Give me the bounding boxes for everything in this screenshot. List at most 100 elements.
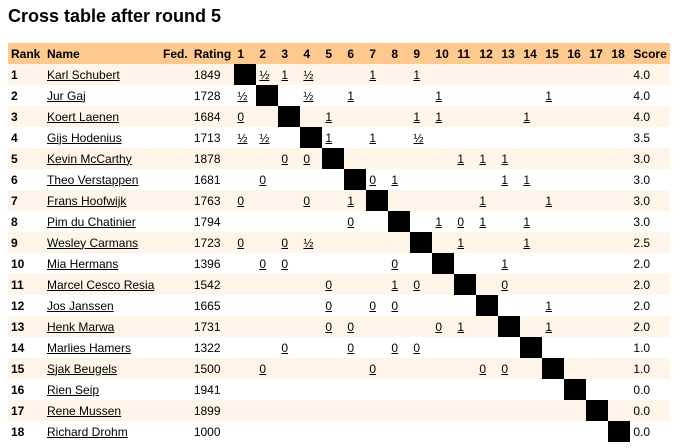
result-link[interactable]: 0 [347, 214, 355, 229]
result-link[interactable]: 0 [413, 340, 421, 355]
result-link[interactable]: ½ [303, 235, 314, 250]
result-link[interactable]: 0 [501, 361, 509, 376]
result-link[interactable]: 0 [237, 109, 245, 124]
result-link[interactable]: 0 [259, 172, 267, 187]
result-link[interactable]: 1 [523, 235, 531, 250]
result-link[interactable]: 0 [435, 319, 443, 334]
result-cell: 1 [366, 127, 389, 148]
column-header: 7 [366, 43, 389, 64]
result-link[interactable]: 0 [347, 340, 355, 355]
result-link[interactable]: 0 [457, 214, 465, 229]
result-link[interactable]: 1 [347, 88, 355, 103]
result-link[interactable]: 0 [303, 151, 311, 166]
result-link[interactable]: 0 [281, 340, 289, 355]
player-link[interactable]: Theo Verstappen [47, 172, 139, 187]
result-link[interactable]: ½ [259, 130, 270, 145]
result-link[interactable]: 0 [259, 361, 267, 376]
result-link[interactable]: 0 [501, 277, 509, 292]
result-link[interactable]: 1 [479, 193, 487, 208]
player-link[interactable]: Richard Drohm [47, 424, 128, 439]
result-cell [476, 232, 499, 253]
result-cell [256, 295, 279, 316]
result-link[interactable]: 1 [347, 193, 355, 208]
player-link[interactable]: Jur Gaj [47, 88, 86, 103]
player-link[interactable]: Marlies Hamers [47, 340, 132, 355]
result-link[interactable]: 1 [391, 172, 399, 187]
result-link[interactable]: ½ [303, 88, 314, 103]
result-link[interactable]: 1 [435, 109, 443, 124]
player-link[interactable]: Marcel Cesco Resia [47, 277, 155, 292]
player-link[interactable]: Pim du Chatinier [47, 214, 136, 229]
result-link[interactable]: 1 [369, 67, 377, 82]
result-link[interactable]: 0 [281, 235, 289, 250]
result-link[interactable]: 0 [391, 256, 399, 271]
result-link[interactable]: 0 [237, 235, 245, 250]
player-link[interactable]: Mia Hermans [47, 256, 119, 271]
player-link[interactable]: Wesley Carmans [47, 235, 139, 250]
player-link[interactable]: Rene Mussen [47, 403, 122, 418]
player-link[interactable]: Karl Schubert [47, 67, 120, 82]
result-link[interactable]: 0 [325, 298, 333, 313]
result-link[interactable]: 1 [325, 109, 333, 124]
player-link[interactable]: Kevin McCarthy [47, 151, 132, 166]
result-link[interactable]: 0 [391, 298, 399, 313]
result-link[interactable]: 0 [369, 298, 377, 313]
result-link[interactable]: 0 [391, 340, 399, 355]
result-link[interactable]: 1 [545, 193, 553, 208]
result-link[interactable]: 0 [303, 193, 311, 208]
result-cell: 0 [388, 253, 411, 274]
result-link[interactable]: 0 [237, 193, 245, 208]
result-link[interactable]: ½ [237, 88, 248, 103]
result-link[interactable]: ½ [303, 67, 314, 82]
result-link[interactable]: 1 [501, 256, 509, 271]
result-link[interactable]: 1 [479, 151, 487, 166]
player-link[interactable]: Sjak Beugels [47, 361, 118, 376]
result-link[interactable]: 1 [457, 151, 465, 166]
result-cell [520, 148, 543, 169]
rank-cell: 14 [8, 337, 44, 358]
result-link[interactable]: 1 [281, 67, 289, 82]
result-link[interactable]: 0 [325, 319, 333, 334]
result-link[interactable]: 1 [413, 109, 421, 124]
result-link[interactable]: 0 [259, 256, 267, 271]
player-link[interactable]: Koert Laenen [47, 109, 120, 124]
result-link[interactable]: 1 [545, 319, 553, 334]
result-link[interactable]: 1 [523, 109, 531, 124]
result-link[interactable]: 1 [523, 172, 531, 187]
result-link[interactable]: 0 [413, 277, 421, 292]
result-cell [322, 85, 345, 106]
result-link[interactable]: 1 [325, 130, 333, 145]
result-link[interactable]: 1 [545, 88, 553, 103]
result-link[interactable]: 1 [479, 214, 487, 229]
result-cell [586, 379, 609, 400]
result-link[interactable]: 1 [501, 151, 509, 166]
player-link[interactable]: Rien Seip [47, 382, 100, 397]
player-link[interactable]: Jos Janssen [47, 298, 114, 313]
result-link[interactable]: 0 [347, 319, 355, 334]
result-link[interactable]: 1 [435, 88, 443, 103]
result-link[interactable]: 1 [501, 172, 509, 187]
result-link[interactable]: 0 [369, 361, 377, 376]
result-link[interactable]: 1 [435, 214, 443, 229]
player-link[interactable]: Henk Marwa [47, 319, 115, 334]
result-link[interactable]: 1 [523, 214, 531, 229]
result-link[interactable]: 1 [457, 235, 465, 250]
result-link[interactable]: 1 [391, 277, 399, 292]
result-link[interactable]: 0 [369, 172, 377, 187]
player-link[interactable]: Gijs Hodenius [47, 130, 122, 145]
result-link[interactable]: ½ [259, 67, 270, 82]
result-link[interactable]: 1 [545, 298, 553, 313]
result-link[interactable]: ½ [413, 130, 424, 145]
result-link[interactable]: 1 [369, 130, 377, 145]
result-cell [388, 190, 411, 211]
result-link[interactable]: 0 [281, 151, 289, 166]
result-link[interactable]: 0 [281, 256, 289, 271]
result-link[interactable]: 0 [479, 361, 487, 376]
result-link[interactable]: 1 [457, 319, 465, 334]
result-link[interactable]: 1 [413, 67, 421, 82]
result-link[interactable]: 0 [325, 277, 333, 292]
rating-cell: 1878 [190, 148, 235, 169]
player-link[interactable]: Frans Hoofwijk [47, 193, 127, 208]
result-link[interactable]: ½ [237, 130, 248, 145]
result-cell: 0 [256, 358, 279, 379]
